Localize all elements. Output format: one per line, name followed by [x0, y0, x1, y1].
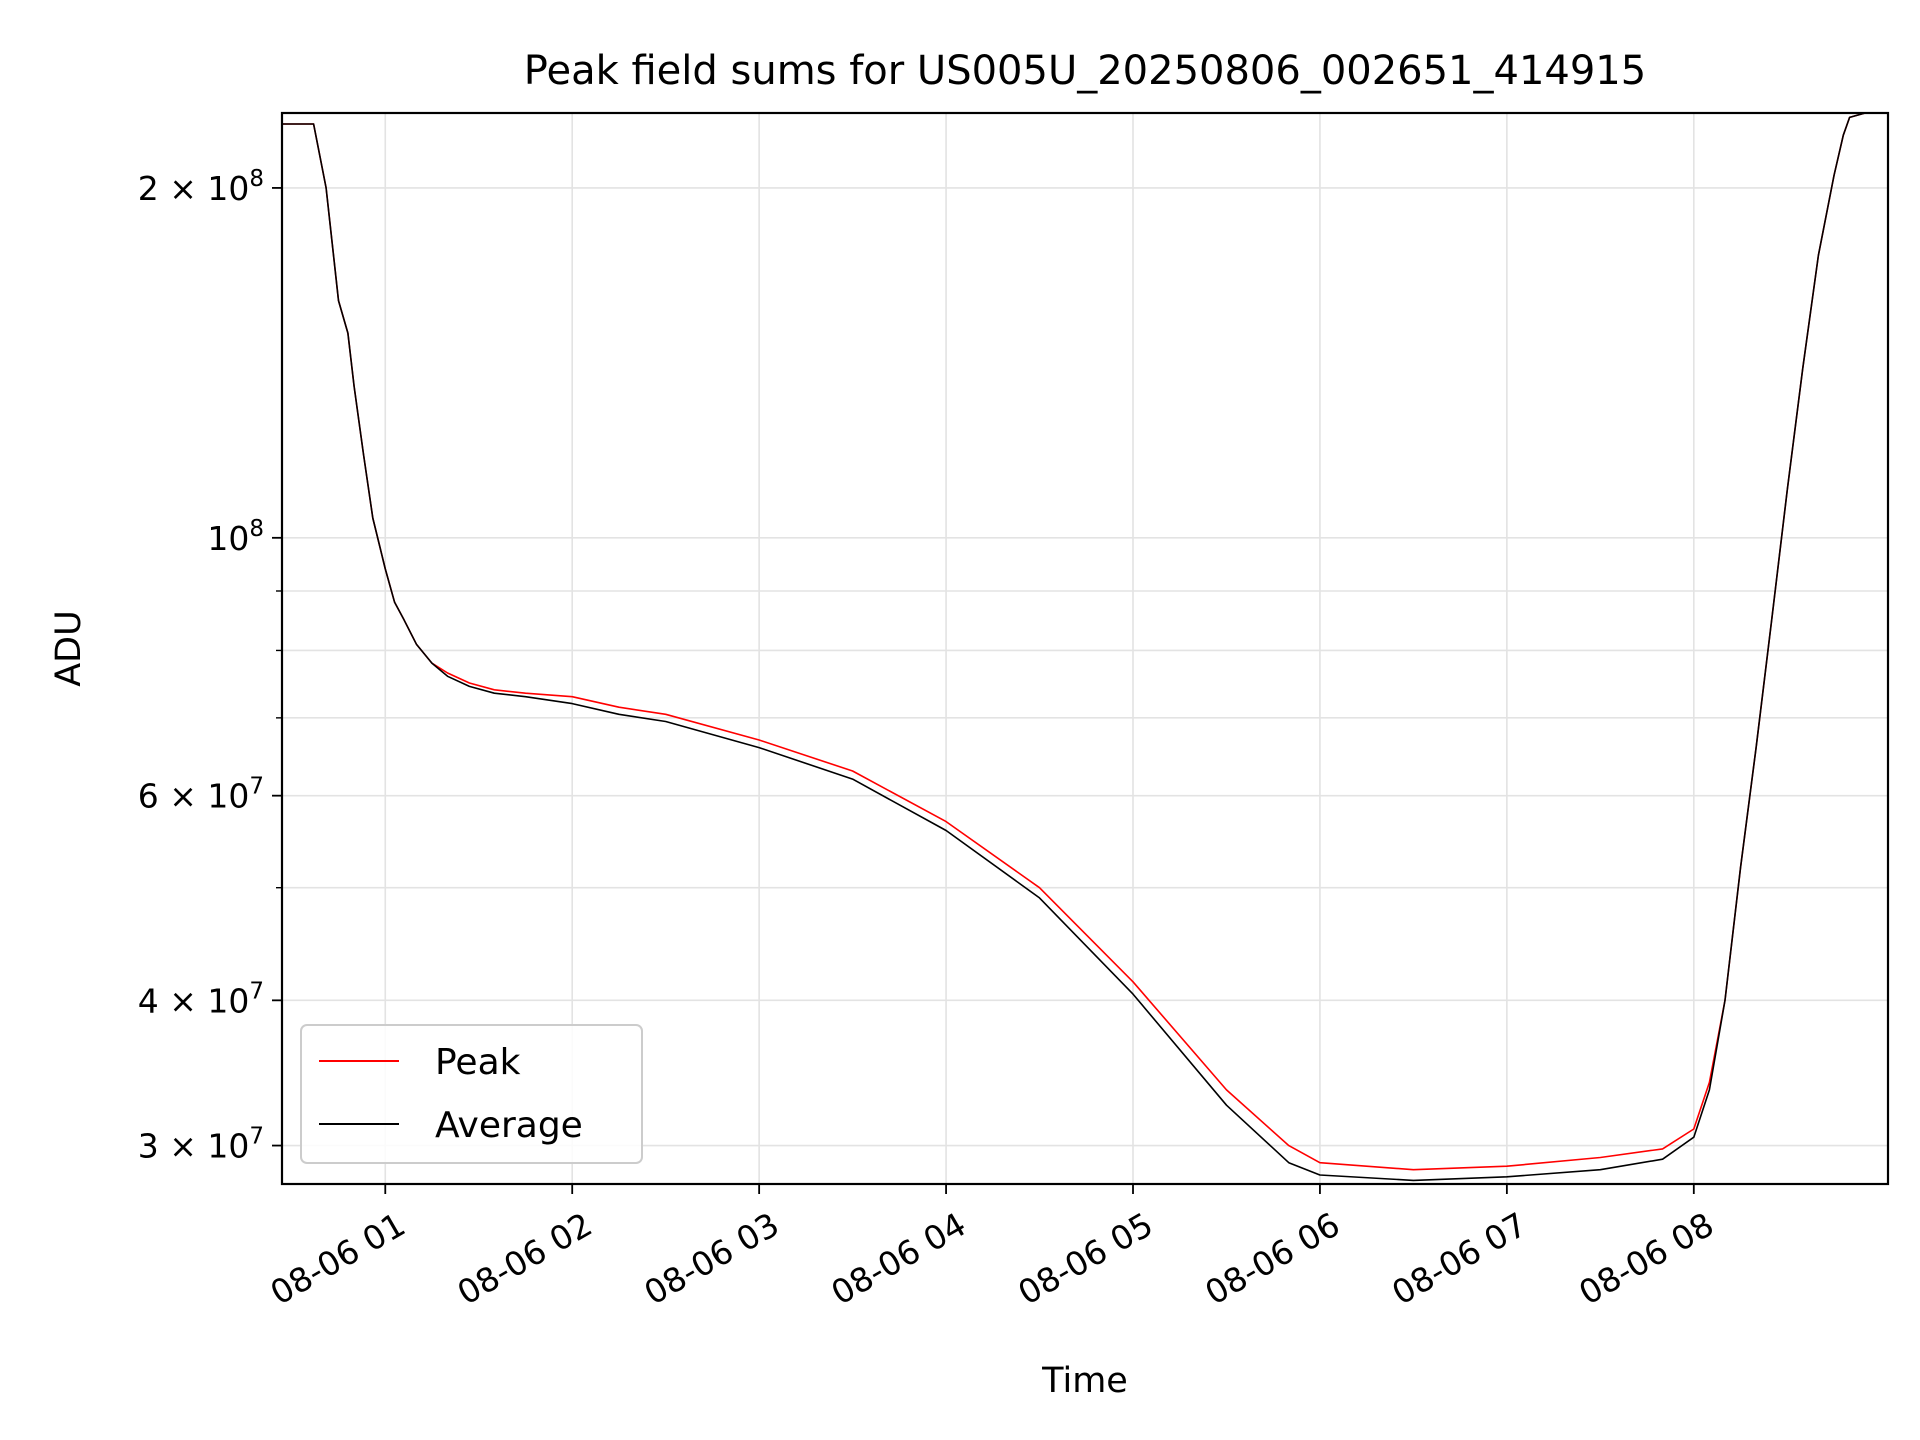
y-tick-mantissa: 4 × 10	[138, 981, 250, 1020]
legend-label-peak: Peak	[435, 1042, 521, 1083]
series-line-average	[282, 112, 1888, 1182]
y-tick-label: 4 × 107	[138, 978, 264, 1020]
legend-label-average: Average	[435, 1105, 583, 1146]
y-tick-label: 2 × 108	[138, 166, 264, 208]
legend-box	[300, 1024, 643, 1164]
y-axis-label: ADU	[49, 610, 89, 687]
y-tick-label: 3 × 107	[138, 1124, 264, 1166]
legend: Peak Average	[300, 1024, 643, 1164]
chart-title: Peak field sums for US005U_20250806_0026…	[524, 48, 1646, 94]
series-layer	[282, 112, 1888, 1182]
y-tick-exponent: 7	[249, 1124, 264, 1150]
y-tick-label: 6 × 107	[138, 774, 264, 816]
y-tick-exponent: 8	[249, 516, 264, 542]
plot-frame	[280, 111, 1890, 1186]
y-tick-mantissa: 3 × 10	[138, 1127, 250, 1166]
y-tick-exponent: 7	[249, 978, 264, 1004]
y-tick-label: 108	[207, 516, 264, 558]
y-tick-mantissa: 6 × 10	[138, 777, 250, 816]
x-axis-label: Time	[1041, 1361, 1128, 1401]
y-tick-mantissa: 2 × 10	[138, 169, 250, 208]
y-tick-base: 10	[207, 519, 249, 558]
y-tick-exponent: 8	[249, 166, 264, 192]
y-tick-exponent: 7	[249, 774, 264, 800]
